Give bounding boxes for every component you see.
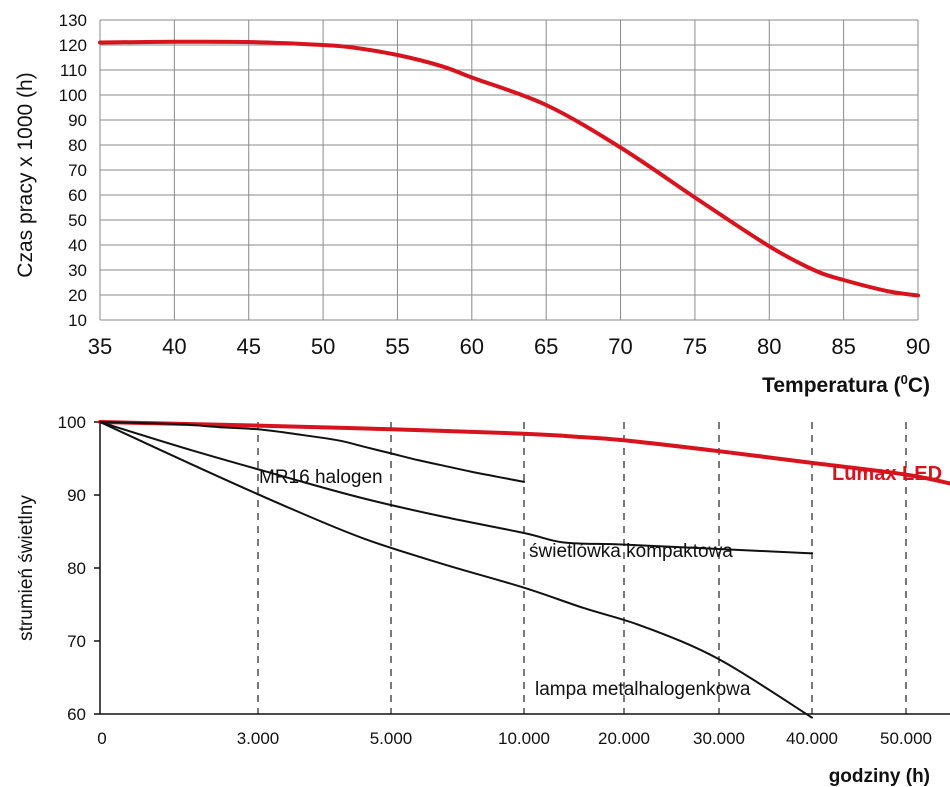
x-axis-label: Temperatura (0C): [762, 372, 930, 397]
y-tick-label: 60: [67, 705, 86, 724]
y-tick-label: 70: [67, 632, 86, 651]
y-tick-label: 70: [68, 161, 87, 180]
series-line-lampa-metalhalogenkowa: [99, 421, 813, 719]
x-tick-label: 45: [236, 334, 260, 359]
x-tick-label: 85: [831, 334, 855, 359]
x-tick-label: 55: [385, 334, 409, 359]
y-tick-label: 20: [68, 286, 87, 305]
x-tick-label: 20.000: [598, 729, 650, 748]
series: [98, 39, 920, 298]
chart-luminous-flux: 60 70 80 90 100 0 3.000 5.000 10.000 20.000 30.00…: [16, 413, 950, 787]
x-tick-labels: 35 40 45 50 55 60 65 70 75 80 85 90: [88, 334, 930, 359]
series-line-mr16-halogen: [99, 421, 525, 483]
grid: [257, 422, 907, 714]
x-tick-label: 70: [608, 334, 632, 359]
series-label: Lumax LED: [832, 463, 942, 485]
y-tick-label: 130: [59, 11, 87, 30]
y-tick-label: 30: [68, 261, 87, 280]
y-axis-label: strumień świetlny: [16, 495, 37, 641]
x-tick-label: 60: [460, 334, 484, 359]
series-line-lifetime: [98, 39, 920, 298]
x-tick-label: 75: [683, 334, 707, 359]
x-tick-label: 40.000: [786, 729, 838, 748]
axes: [94, 421, 950, 715]
x-tick-label: 50.000: [880, 729, 932, 748]
x-tick-label: 80: [757, 334, 781, 359]
x-tick-label: 35: [88, 334, 112, 359]
series-label: MR16 halogen: [259, 467, 383, 488]
y-tick-label: 50: [68, 211, 87, 230]
x-tick-labels: 0 3.000 5.000 10.000 20.000 30.000 40.000 50.00…: [97, 729, 932, 748]
chart-temperature: 10 20 30 40 50 60 70 80 90 100 110 120 130 35 40 45 50 5…: [14, 11, 930, 397]
y-axis-label: Czas pracy x 1000 (h): [14, 72, 37, 277]
x-axis-label: godziny (h): [829, 766, 930, 787]
x-tick-label: 0: [97, 729, 106, 748]
grid: [99, 19, 919, 321]
y-tick-label: 100: [58, 413, 86, 432]
series-label: świetlówka kompaktowa: [529, 541, 733, 562]
y-tick-label: 90: [68, 111, 87, 130]
y-tick-labels: 60 70 80 90 100: [58, 413, 86, 724]
series: [98, 420, 950, 719]
x-tick-label: 65: [534, 334, 558, 359]
x-tick-label: 30.000: [693, 729, 745, 748]
y-tick-label: 60: [68, 186, 87, 205]
y-tick-label: 10: [68, 311, 87, 330]
y-tick-label: 80: [67, 559, 86, 578]
series-line-lumax-led: [98, 420, 950, 486]
y-tick-label: 110: [60, 61, 87, 80]
series-line-swietlowka-kompaktowa: [99, 421, 813, 555]
series-labels: Lumax LED MR16 halogen świetlówka kompakto…: [259, 463, 942, 700]
x-tick-label: 5.000: [370, 729, 413, 748]
y-tick-label: 90: [67, 486, 86, 505]
y-tick-label: 40: [68, 236, 87, 255]
series-label: lampa metalhalogenkowa: [535, 679, 751, 700]
x-tick-label: 50: [311, 334, 335, 359]
x-tick-label: 3.000: [237, 729, 280, 748]
y-tick-labels: 10 20 30 40 50 60 70 80 90 100 110 120 130: [59, 11, 87, 330]
y-tick-label: 120: [59, 36, 87, 55]
x-tick-label: 40: [162, 334, 186, 359]
y-tick-label: 100: [59, 86, 87, 105]
x-tick-label: 10.000: [498, 729, 550, 748]
y-tick-label: 80: [68, 136, 87, 155]
x-tick-label: 90: [906, 334, 930, 359]
